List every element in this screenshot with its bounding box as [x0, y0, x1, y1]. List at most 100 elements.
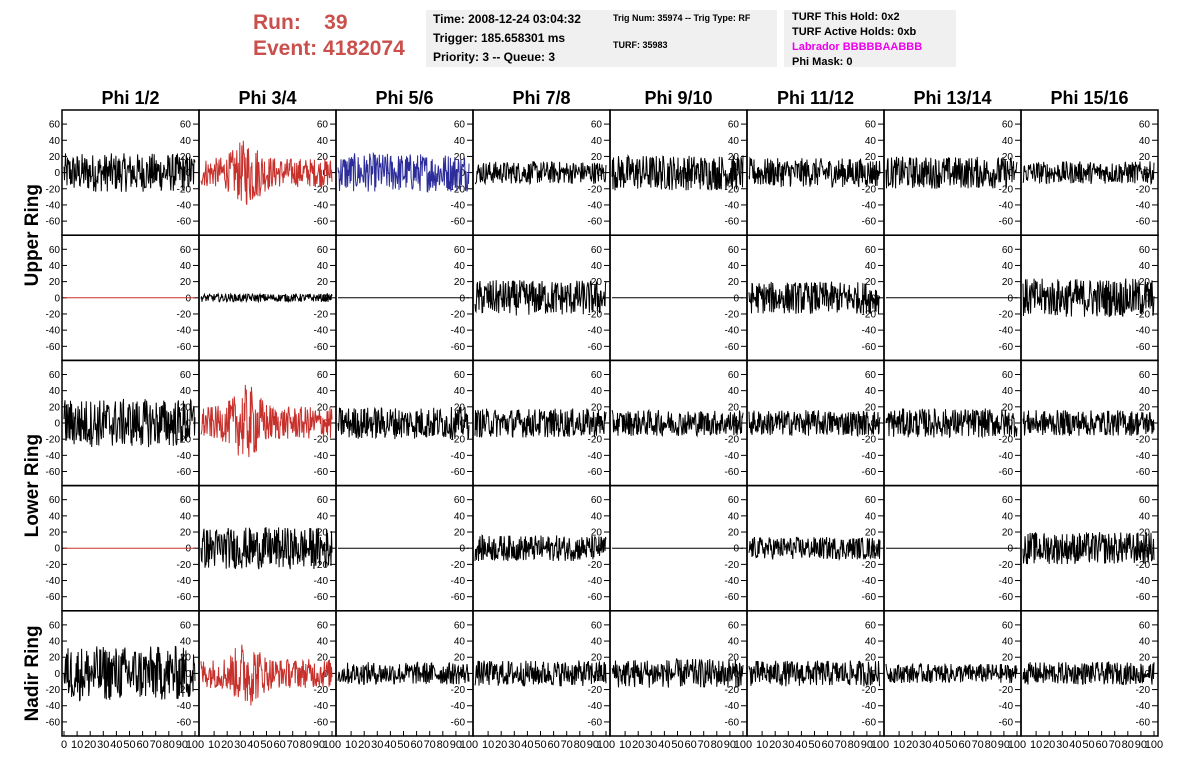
ytick-label: 20 — [1139, 152, 1151, 163]
column-header-7: Phi 13/14 — [913, 88, 991, 108]
waveform-r1c5 — [748, 281, 881, 314]
waveform-r0c1 — [200, 140, 333, 205]
ytick-label: 40 — [1139, 386, 1151, 397]
ytick-label: -40 — [451, 576, 466, 587]
ytick-label: -40 — [862, 701, 877, 712]
ytick-label: -20 — [725, 685, 740, 696]
left-ytick-label: 60 — [49, 245, 61, 256]
ytick-label: -20 — [725, 560, 740, 571]
ytick-label: -40 — [588, 326, 603, 337]
xtick-label: 50 — [397, 739, 409, 751]
left-ytick-label: 60 — [49, 370, 61, 381]
ytick-label: 40 — [1002, 386, 1014, 397]
ytick-label: 40 — [865, 261, 877, 272]
xtick-label: 20 — [495, 739, 507, 751]
xtick-label: 80 — [437, 739, 449, 751]
ytick-label: 20 — [317, 402, 329, 413]
ytick-label: 0 — [185, 544, 191, 555]
event-value: 4182074 — [323, 37, 405, 60]
ytick-label: -60 — [177, 717, 192, 728]
ytick-label: 40 — [591, 261, 603, 272]
xtick-label: 90 — [587, 739, 599, 751]
ring-label-1: Upper Ring — [22, 184, 43, 286]
ytick-label: 20 — [865, 653, 877, 664]
ytick-label: 60 — [728, 120, 740, 131]
ytick-label: -60 — [999, 592, 1014, 603]
ytick-label: 20 — [317, 653, 329, 664]
ytick-label: -60 — [177, 217, 192, 228]
ytick-label: 20 — [1139, 277, 1151, 288]
xtick-label: 10 — [482, 739, 494, 751]
xtick-label: 30 — [1056, 739, 1068, 751]
ytick-label: 60 — [591, 495, 603, 506]
xtick-label: 20 — [84, 739, 96, 751]
ytick-label: -20 — [725, 309, 740, 320]
xtick-label: 60 — [821, 739, 833, 751]
ytick-label: -40 — [451, 701, 466, 712]
ytick-label: -20 — [862, 560, 877, 571]
xtick-label: 30 — [371, 739, 383, 751]
left-ytick-label: -60 — [46, 467, 61, 478]
ytick-label: -60 — [1136, 217, 1151, 228]
xtick-label: 60 — [1095, 739, 1107, 751]
ytick-label: -20 — [862, 685, 877, 696]
ytick-label: -20 — [1136, 685, 1151, 696]
xtick-label: 80 — [1122, 739, 1134, 751]
ytick-label: 60 — [180, 120, 192, 131]
xtick-label: 100 — [1008, 739, 1026, 751]
ytick-label: 60 — [1139, 370, 1151, 381]
ytick-label: 60 — [591, 120, 603, 131]
ytick-label: -60 — [588, 342, 603, 353]
xtick-label: 40 — [247, 739, 259, 751]
ytick-label: 60 — [728, 495, 740, 506]
ytick-label: 60 — [591, 370, 603, 381]
ytick-label: -60 — [999, 217, 1014, 228]
ytick-label: 20 — [728, 528, 740, 539]
ytick-label: 60 — [1002, 245, 1014, 256]
ytick-label: 0 — [322, 544, 328, 555]
xtick-label: 100 — [1145, 739, 1163, 751]
waveform-r0c4 — [611, 154, 744, 191]
waveform-r1c7 — [1022, 278, 1155, 318]
waveform-r4c2 — [337, 661, 470, 686]
waveform-r4c3 — [474, 660, 607, 687]
ytick-label: 20 — [1002, 653, 1014, 664]
ytick-label: 20 — [454, 653, 466, 664]
xtick-label: 50 — [534, 739, 546, 751]
turf-this-hold-text: TURF This Hold: 0x2 — [792, 11, 900, 23]
ytick-label: 60 — [317, 370, 329, 381]
waveform-r2c5 — [748, 410, 881, 438]
xtick-label: 10 — [345, 739, 357, 751]
ytick-label: -20 — [588, 184, 603, 195]
ytick-label: 0 — [322, 168, 328, 179]
ytick-label: -60 — [862, 467, 877, 478]
ytick-label: 40 — [728, 136, 740, 147]
ytick-label: 20 — [180, 402, 192, 413]
left-ytick-label: 40 — [49, 386, 61, 397]
ytick-label: -60 — [862, 717, 877, 728]
xtick-label: 60 — [410, 739, 422, 751]
ytick-label: 60 — [1002, 120, 1014, 131]
left-ytick-label: -20 — [46, 184, 61, 195]
ytick-label: -20 — [588, 309, 603, 320]
xtick-label: 80 — [163, 739, 175, 751]
ytick-label: 60 — [1002, 495, 1014, 506]
ytick-label: 20 — [454, 528, 466, 539]
ytick-label: -20 — [451, 685, 466, 696]
run-label: Run: — [253, 11, 301, 34]
xtick-label: 10 — [208, 739, 220, 751]
ytick-label: 40 — [1139, 637, 1151, 648]
xtick-label: 60 — [273, 739, 285, 751]
xtick-label: 70 — [835, 739, 847, 751]
ytick-label: 40 — [1139, 511, 1151, 522]
ytick-label: -40 — [862, 576, 877, 587]
column-header-8: Phi 15/16 — [1050, 88, 1128, 108]
ytick-label: 40 — [1139, 261, 1151, 272]
ytick-label: -20 — [1136, 560, 1151, 571]
ytick-label: 20 — [1139, 528, 1151, 539]
ytick-label: -60 — [1136, 592, 1151, 603]
ytick-label: 40 — [454, 511, 466, 522]
ytick-label: -60 — [314, 217, 329, 228]
ytick-label: -20 — [588, 435, 603, 446]
